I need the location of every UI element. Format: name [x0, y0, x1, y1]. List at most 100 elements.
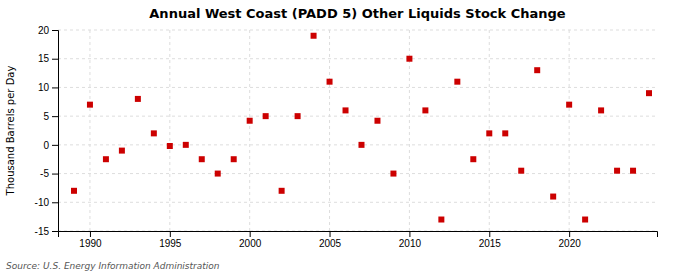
- tick-mark: [52, 116, 58, 117]
- tick-label: 10: [38, 82, 50, 93]
- point: [135, 96, 141, 102]
- point: [343, 107, 349, 113]
- tick: 2000: [239, 231, 262, 249]
- point: [167, 143, 173, 149]
- point: [390, 171, 396, 177]
- grid-line: [58, 202, 657, 203]
- tick-mark: [90, 231, 91, 237]
- grid: [58, 30, 657, 231]
- tick-mark: [52, 174, 58, 175]
- point: [71, 188, 77, 194]
- tick-label: 2005: [319, 238, 342, 249]
- point: [327, 79, 333, 85]
- tick: 0: [43, 140, 58, 151]
- tick-label: 1990: [79, 238, 102, 249]
- points: [71, 33, 652, 223]
- point: [215, 171, 221, 177]
- tick-label: 0: [43, 140, 49, 151]
- grid-line: [58, 116, 657, 117]
- title: Annual West Coast (PADD 5) Other Liquids…: [149, 6, 566, 21]
- point: [311, 33, 317, 39]
- axis-line: [59, 232, 658, 238]
- tick-mark: [52, 231, 58, 232]
- point: [454, 79, 460, 85]
- grid-line: [58, 87, 657, 88]
- tick: 15: [38, 53, 58, 64]
- tick: 10: [38, 82, 58, 93]
- point: [422, 107, 428, 113]
- point: [646, 90, 652, 96]
- tick-mark: [52, 59, 58, 60]
- point: [582, 217, 588, 223]
- tick-mark: [489, 231, 490, 237]
- tick: 5: [43, 111, 58, 122]
- tick-mark: [250, 231, 251, 237]
- point: [502, 130, 508, 136]
- tick-mark: [330, 231, 331, 237]
- tick: 1995: [159, 231, 182, 249]
- point: [614, 168, 620, 174]
- grid-line: [58, 173, 657, 174]
- grid-line: [169, 30, 170, 231]
- tick-mark: [569, 231, 570, 237]
- tick-label: -15: [35, 226, 50, 237]
- tick-label: 2010: [399, 238, 422, 249]
- tick-mark: [52, 87, 58, 88]
- grid-line: [58, 144, 657, 145]
- grid-line: [569, 30, 570, 231]
- tick-label: 5: [43, 111, 49, 122]
- tick: -5: [40, 168, 58, 179]
- tick-label: 2020: [559, 238, 582, 249]
- tick: 2015: [479, 231, 502, 249]
- point: [550, 194, 556, 200]
- tick-mark: [409, 231, 410, 237]
- y-axis-title: Thousand Barrels per Day: [5, 66, 16, 197]
- point: [119, 148, 125, 154]
- grid-line: [249, 30, 250, 231]
- point: [295, 113, 301, 119]
- tick-mark: [52, 30, 58, 31]
- tick-label: 1995: [159, 238, 182, 249]
- point: [151, 130, 157, 136]
- point: [103, 156, 109, 162]
- point: [87, 102, 93, 108]
- tick: 1990: [79, 231, 102, 249]
- point: [566, 102, 572, 108]
- axis-line: [52, 31, 59, 232]
- tick: 20: [38, 25, 58, 36]
- tick-mark: [52, 145, 58, 146]
- tick-label: -10: [35, 197, 50, 208]
- tick: 2020: [559, 231, 582, 249]
- y-axis: -15 -10 -5 0 5 10 15 20: [35, 25, 59, 237]
- tick-label: 2000: [239, 238, 262, 249]
- point: [279, 188, 285, 194]
- point: [534, 67, 540, 73]
- point: [406, 56, 412, 62]
- grid-line: [58, 30, 657, 31]
- point: [199, 156, 205, 162]
- chart: 1990199520002005201020152020-15-10-50510…: [0, 0, 675, 275]
- point: [263, 113, 269, 119]
- tick-mark: [52, 202, 58, 203]
- tick: -10: [35, 197, 58, 208]
- point: [470, 156, 476, 162]
- point: [247, 118, 253, 124]
- point: [438, 217, 444, 223]
- point: [358, 142, 364, 148]
- point: [518, 168, 524, 174]
- source: Source: U.S. Energy Information Administ…: [6, 261, 220, 271]
- grid-line: [329, 30, 330, 231]
- tick-label: 2015: [479, 238, 502, 249]
- point: [598, 107, 604, 113]
- tick-label: 15: [38, 53, 50, 64]
- point: [630, 168, 636, 174]
- tick-mark: [170, 231, 171, 237]
- point: [231, 156, 237, 162]
- tick: 2005: [319, 231, 342, 249]
- point: [486, 130, 492, 136]
- grid-line: [89, 30, 90, 231]
- plot: 1990199520002005201020152020-15-10-50510…: [35, 25, 658, 249]
- tick-label: -5: [40, 168, 49, 179]
- tick: 2010: [399, 231, 422, 249]
- tick: -15: [35, 226, 58, 237]
